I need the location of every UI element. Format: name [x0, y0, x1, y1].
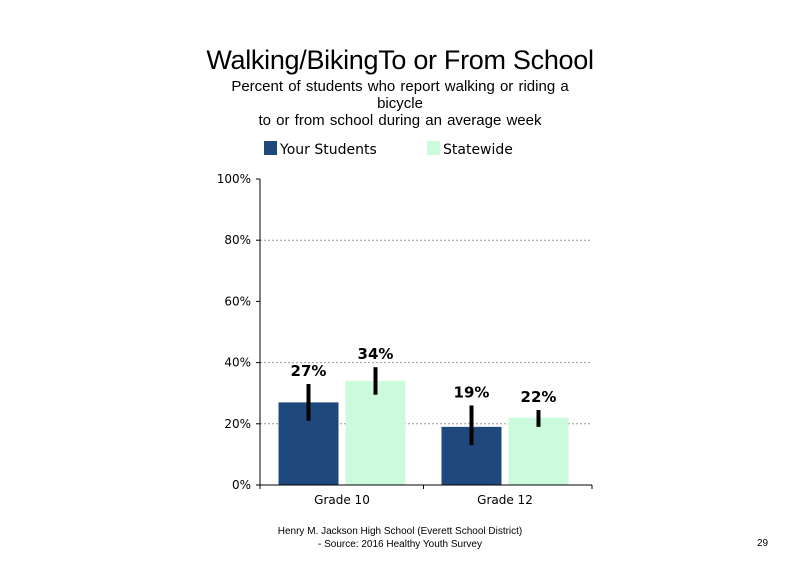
footer-line-1: Henry M. Jackson High School (Everett Sc… — [277, 526, 523, 537]
x-tick-label-grade-10: Grade 10 — [314, 493, 370, 507]
data-label-your-students-grade-12: 19% — [454, 383, 490, 401]
legend-label-statewide: Statewide — [443, 142, 513, 158]
bar-statewide-grade-12 — [508, 417, 569, 485]
data-label-statewide-grade-12: 22% — [521, 388, 557, 406]
y-axis: 0% 20% 40% 60% 80% 100% — [217, 172, 261, 492]
legend-swatch-your-students — [264, 141, 277, 155]
chart-subtitle: Percent of students who report walking o… — [190, 78, 610, 129]
y-tick-label-100: 100% — [217, 172, 251, 186]
chart-title: Walking/BikingTo or From School — [206, 45, 594, 75]
y-tick-label-80: 80% — [224, 233, 251, 247]
x-axis: Grade 10 Grade 12 — [259, 484, 593, 507]
data-label-statewide-grade-10: 34% — [358, 345, 394, 363]
x-tick-label-grade-12: Grade 12 — [477, 493, 533, 507]
footer-line-2: - Source: 2016 Healthy Youth Survey — [318, 539, 482, 550]
y-tick-label-60: 60% — [224, 294, 251, 308]
data-labels: 27% 34% 19% 22% — [291, 345, 557, 406]
bar-statewide-grade-10 — [345, 380, 406, 485]
page-number: 29 — [757, 538, 769, 549]
y-tick-label-40: 40% — [224, 356, 251, 370]
subtitle-line-2: bicycle — [377, 95, 423, 112]
subtitle-line-3: to or from school during an average week — [258, 112, 542, 129]
y-tick-label-20: 20% — [224, 417, 251, 431]
legend-label-your-students: Your Students — [279, 142, 377, 158]
legend: Your Students Statewide — [264, 141, 513, 158]
subtitle-line-1: Percent of students who report walking o… — [231, 78, 569, 95]
source-footer: Henry M. Jackson High School (Everett Sc… — [250, 525, 550, 551]
error-bars — [306, 367, 541, 446]
y-tick-label-0: 0% — [232, 478, 251, 492]
legend-swatch-statewide — [427, 141, 440, 155]
data-label-your-students-grade-10: 27% — [291, 362, 327, 380]
